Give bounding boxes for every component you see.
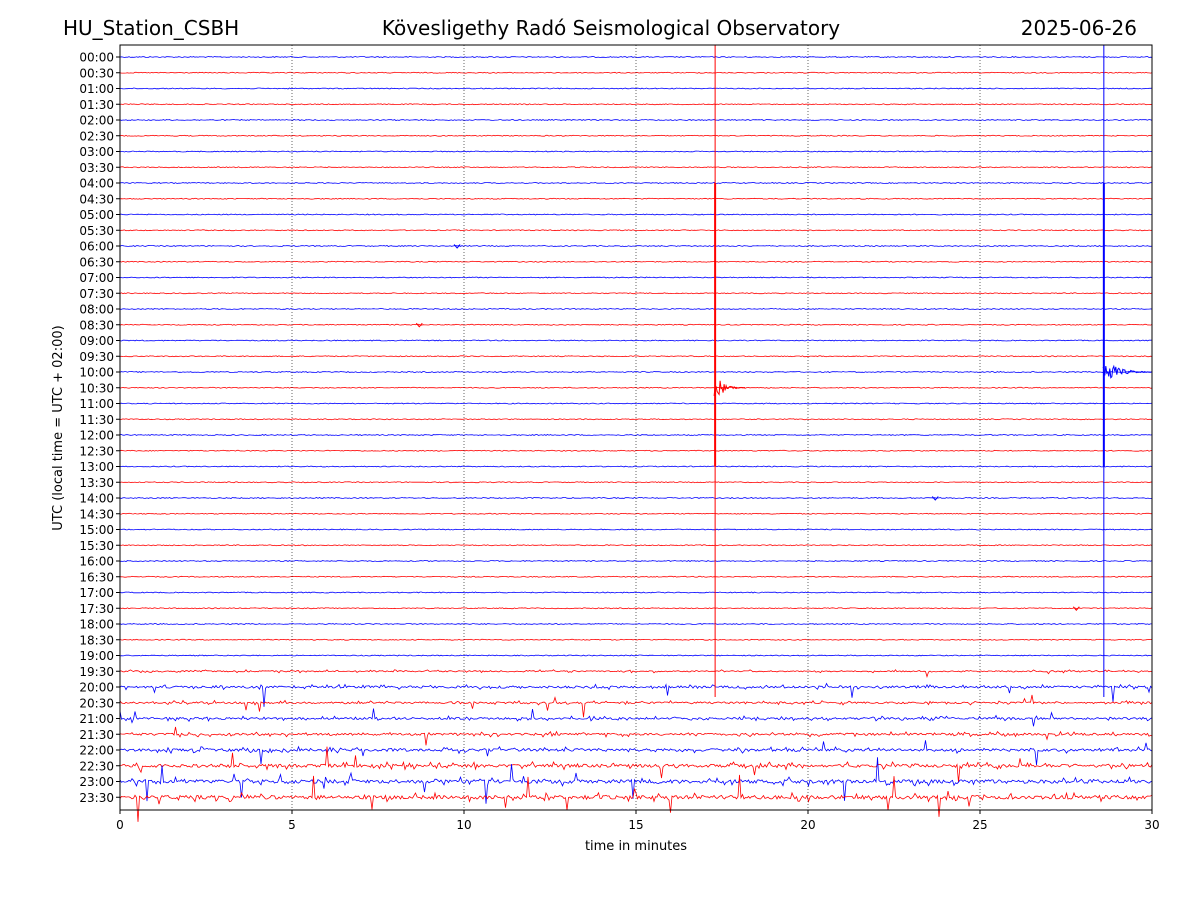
trace-0500 bbox=[120, 213, 1153, 216]
trace-1730 bbox=[119, 607, 1153, 610]
y-tick-label: 05:00 bbox=[79, 208, 114, 222]
trace-1930 bbox=[119, 669, 1153, 678]
y-tick-label: 11:30 bbox=[79, 413, 114, 427]
trace-2300 bbox=[119, 757, 1153, 804]
trace-1330 bbox=[119, 481, 1153, 484]
y-tick-label: 01:00 bbox=[79, 82, 114, 96]
x-axis-label: time in minutes bbox=[585, 839, 687, 854]
y-tick-label: 15:00 bbox=[79, 523, 114, 537]
y-tick-label: 16:00 bbox=[79, 555, 114, 569]
y-tick-label: 14:00 bbox=[79, 492, 114, 506]
y-tick-label: 22:30 bbox=[79, 759, 114, 773]
y-tick-label: 19:00 bbox=[79, 649, 114, 663]
x-tick-label: 30 bbox=[1144, 818, 1159, 832]
blip-1400 bbox=[931, 496, 939, 501]
trace-0730 bbox=[119, 292, 1153, 295]
trace-2130 bbox=[119, 726, 1153, 746]
event-0-coda bbox=[713, 380, 746, 396]
y-tick-label: 06:00 bbox=[79, 240, 114, 254]
y-tick-label: 13:30 bbox=[79, 476, 114, 490]
y-tick-label: 00:00 bbox=[79, 51, 114, 65]
y-tick-label: 01:30 bbox=[79, 98, 114, 112]
trace-1130 bbox=[119, 418, 1153, 421]
trace-1900 bbox=[119, 654, 1153, 657]
trace-2030 bbox=[119, 694, 1153, 718]
chart-title: Kövesligethy Radó Seismological Observat… bbox=[381, 16, 841, 40]
grid-layer bbox=[291, 45, 981, 810]
x-tick-label: 15 bbox=[628, 818, 643, 832]
y-tick-label: 18:00 bbox=[79, 618, 114, 632]
x-tick-label: 10 bbox=[456, 818, 471, 832]
y-tick-label: 05:30 bbox=[79, 224, 114, 238]
trace-0930 bbox=[119, 355, 1153, 358]
event-1-coda bbox=[1102, 364, 1152, 379]
station-name: HU_Station_CSBH bbox=[63, 16, 240, 40]
trace-1700 bbox=[119, 591, 1153, 594]
y-tick-label: 04:30 bbox=[79, 192, 114, 206]
y-tick-label: 09:00 bbox=[79, 334, 114, 348]
y-tick-label: 23:00 bbox=[79, 775, 114, 789]
y-tick-label: 21:00 bbox=[79, 712, 114, 726]
y-tick-label: 04:00 bbox=[79, 177, 114, 191]
y-tick-label: 12:00 bbox=[79, 429, 114, 443]
x-axis: 0 5 10 15 20 25 30 bbox=[116, 810, 1160, 832]
trace-2230 bbox=[119, 746, 1153, 783]
y-tick-label: 15:30 bbox=[79, 539, 114, 553]
trace-0130 bbox=[119, 103, 1153, 106]
y-tick-label: 10:00 bbox=[79, 366, 114, 380]
x-tick-label: 25 bbox=[972, 818, 987, 832]
trace-1500 bbox=[119, 528, 1153, 531]
y-tick-label: 08:00 bbox=[79, 303, 114, 317]
x-tick-label: 20 bbox=[800, 818, 815, 832]
y-tick-label: 08:30 bbox=[79, 318, 114, 332]
chart-date: 2025-06-26 bbox=[1020, 16, 1137, 40]
y-tick-label: 07:00 bbox=[79, 271, 114, 285]
trace-0530 bbox=[119, 229, 1153, 232]
y-tick-label: 07:30 bbox=[79, 287, 114, 301]
y-tick-label: 13:00 bbox=[79, 460, 114, 474]
x-tick-label: 0 bbox=[116, 818, 124, 832]
y-tick-label: 00:30 bbox=[79, 66, 114, 80]
y-tick-label: 16:30 bbox=[79, 570, 114, 584]
y-tick-label: 17:30 bbox=[79, 602, 114, 616]
y-tick-label: 23:30 bbox=[79, 791, 114, 805]
trace-0100 bbox=[119, 87, 1153, 90]
trace-1300 bbox=[119, 465, 1153, 468]
trace-0900 bbox=[119, 339, 1153, 342]
events-layer bbox=[713, 45, 1152, 697]
blip-0600 bbox=[453, 244, 461, 249]
trace-0700 bbox=[119, 276, 1153, 279]
blip-0830 bbox=[415, 322, 423, 328]
y-tick-label: 22:00 bbox=[79, 744, 114, 758]
y-tick-label: 21:30 bbox=[79, 728, 114, 742]
y-tick-label: 03:00 bbox=[79, 145, 114, 159]
trace-2000 bbox=[119, 682, 1153, 707]
trace-1530 bbox=[119, 544, 1153, 547]
y-tick-label: 20:00 bbox=[79, 681, 114, 695]
y-tick-label: 06:30 bbox=[79, 255, 114, 269]
y-tick-label: 12:30 bbox=[79, 444, 114, 458]
y-tick-label: 10:30 bbox=[79, 381, 114, 395]
y-tick-label: 17:00 bbox=[79, 586, 114, 600]
y-tick-label: 03:30 bbox=[79, 161, 114, 175]
trace-1100 bbox=[119, 402, 1153, 405]
y-tick-label: 18:30 bbox=[79, 633, 114, 647]
y-tick-label: 19:30 bbox=[79, 665, 114, 679]
trace-0300 bbox=[119, 150, 1153, 153]
trace-0330 bbox=[119, 166, 1153, 169]
y-tick-label: 02:00 bbox=[79, 114, 114, 128]
y-tick-label: 02:30 bbox=[79, 129, 114, 143]
y-tick-label: 09:30 bbox=[79, 350, 114, 364]
y-tick-label: 11:00 bbox=[79, 397, 114, 411]
blip-1730 bbox=[1072, 606, 1080, 612]
x-tick-label: 5 bbox=[288, 818, 296, 832]
y-tick-label: 20:30 bbox=[79, 696, 114, 710]
y-axis-label: UTC (local time = UTC + 02:00) bbox=[51, 325, 66, 530]
y-tick-label: 14:30 bbox=[79, 507, 114, 521]
